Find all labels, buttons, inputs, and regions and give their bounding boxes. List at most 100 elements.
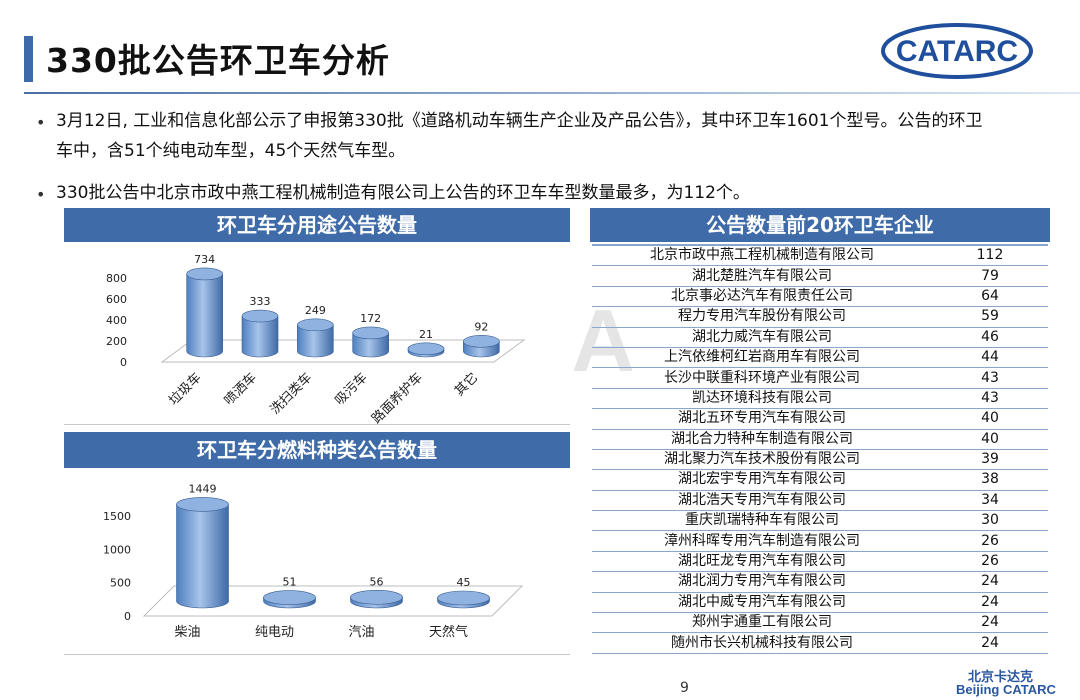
count-cell: 46 (932, 327, 1048, 348)
count-cell: 39 (932, 449, 1048, 471)
table-row: 湖北浩天专用汽车有限公司 34 (592, 490, 1048, 512)
category-label: 吸污车 (332, 370, 371, 409)
company-name-cell: 重庆凯瑞特种车有限公司 (592, 510, 932, 532)
bar-top (352, 326, 389, 340)
category-label: 垃圾车 (166, 370, 205, 409)
company-name-cell: 长沙中联重科环境产业有限公司 (592, 367, 932, 389)
page-number: 9 (680, 680, 689, 696)
bar (463, 335, 500, 358)
bar (176, 497, 229, 609)
company-name-cell: 湖北五环专用汽车有限公司 (592, 408, 932, 430)
category-label: 天然气 (429, 624, 468, 640)
count-cell: 26 (932, 530, 1048, 552)
footer-brand-cn: 北京卡达克 (968, 670, 1034, 685)
y-tick-label: 0 (124, 610, 131, 623)
data-label: 734 (194, 253, 215, 266)
catarc-logo: CATARC (881, 23, 1033, 79)
company-name-cell: 郑州宇通重工有限公司 (592, 612, 932, 634)
fuel-chart-title: 环卫车分燃料种类公告数量 (64, 432, 570, 468)
category-label: 柴油 (174, 625, 200, 640)
y-tick-label: 400 (106, 314, 127, 327)
category-label: 汽油 (348, 625, 374, 640)
count-cell: 24 (932, 632, 1048, 654)
table-row: 湖北力威汽车有限公司 46 (592, 327, 1048, 348)
count-cell: 112 (932, 246, 1048, 267)
company-name-cell: 湖北旺龙专用汽车有限公司 (592, 551, 932, 573)
count-cell: 44 (932, 347, 1048, 369)
category-label: 纯电动 (255, 625, 294, 640)
bar-top (463, 335, 500, 348)
company-name-cell: 北京事必达汽车有限责任公司 (592, 286, 932, 308)
y-tick-label: 1000 (103, 543, 131, 556)
table-row: 湖北合力特种车制造有限公司 40 (592, 429, 1048, 450)
bar-top (407, 342, 445, 356)
y-tick-label: 500 (110, 577, 131, 590)
chart-floor (142, 585, 524, 617)
bar-top (241, 309, 279, 323)
logo-text: CATARC (896, 35, 1018, 68)
data-label: 92 (474, 320, 488, 333)
title-accent-bar (24, 36, 33, 82)
bullet-icon: • (36, 113, 46, 132)
count-cell: 43 (932, 367, 1048, 389)
bullet-1: 3月12日, 工业和信息化部公示了申报第330批《道路机动车辆生产企业及产品公告… (56, 106, 1066, 166)
bar-top (263, 590, 316, 605)
top20-table: 北京市政中燕工程机械制造有限公司 112 湖北楚胜汽车有限公司 79 北京事必达汽车有限… (592, 246, 1048, 654)
bar (263, 590, 316, 609)
bar (437, 590, 490, 609)
count-cell: 38 (932, 469, 1048, 491)
bullet-2: 330批公告中北京市政中燕工程机械制造有限公司上公告的环卫车车型数量最多，为11… (56, 178, 1066, 208)
count-cell: 34 (932, 490, 1048, 512)
table-row: 随州市长兴机械科技有限公司 24 (592, 632, 1048, 654)
bar (186, 267, 223, 358)
category-label: 洗扫类车 (267, 370, 315, 418)
bar-body (297, 324, 334, 358)
company-name-cell: 凯达环境科技有限公司 (592, 388, 932, 410)
top20-table-title: 公告数量前20环卫车企业 (590, 208, 1050, 242)
company-name-cell: 北京市政中燕工程机械制造有限公司 (592, 246, 932, 267)
table-row: 湖北楚胜汽车有限公司 79 (592, 265, 1048, 287)
company-name-cell: 湖北润力专用汽车有限公司 (592, 571, 932, 593)
company-name-cell: 湖北力威汽车有限公司 (592, 327, 932, 348)
y-tick-label: 600 (106, 293, 127, 306)
table-row: 郑州宇通重工有限公司 24 (592, 612, 1048, 634)
company-name-cell: 漳州科晖专用汽车制造有限公司 (592, 530, 932, 552)
table-top-rule (592, 244, 1048, 246)
count-cell: 30 (932, 510, 1048, 532)
company-name-cell: 湖北宏宇专用汽车有限公司 (592, 469, 932, 491)
usage-chart: 0 200 400 600 800 734 垃圾车 333 喷洒车 249 洗扫类车 172 吸污车 21… (106, 253, 526, 427)
data-label: 1449 (189, 482, 217, 495)
data-label: 249 (305, 304, 326, 317)
count-cell: 40 (932, 408, 1048, 430)
table-row: 湖北宏宇专用汽车有限公司 38 (592, 469, 1048, 491)
table-row: 北京市政中燕工程机械制造有限公司 112 (592, 246, 1048, 267)
count-cell: 40 (932, 429, 1048, 450)
y-tick-label: 800 (106, 272, 127, 285)
table-row: 上汽依维柯红岩商用车有限公司 44 (592, 347, 1048, 369)
table-row: 重庆凯瑞特种车有限公司 30 (592, 510, 1048, 532)
data-label: 21 (419, 328, 433, 341)
bar (350, 589, 403, 609)
table-row: 北京事必达汽车有限责任公司 64 (592, 286, 1048, 308)
category-label: 其它 (451, 370, 481, 400)
bar-body (352, 332, 389, 358)
y-tick-label: 1500 (103, 510, 131, 523)
table-row: 湖北旺龙专用汽车有限公司 26 (592, 551, 1048, 573)
category-label: 路面养护车 (369, 370, 426, 427)
fuel-chart: 0 500 1000 1500 1449 柴油 51 纯电动 56 汽油 45 天然气 (103, 482, 524, 640)
count-cell: 26 (932, 551, 1048, 573)
fuel-chart-panel (64, 468, 570, 655)
table-row: 湖北润力专用汽车有限公司 24 (592, 571, 1048, 593)
bar (352, 326, 389, 358)
category-label: 喷洒车 (221, 370, 260, 409)
bar (407, 342, 445, 358)
bar-top (437, 590, 490, 606)
bar-body (241, 315, 279, 358)
bar-top (176, 497, 229, 512)
bar (241, 309, 279, 358)
count-cell: 64 (932, 286, 1048, 308)
data-label: 45 (457, 576, 471, 589)
bar (297, 318, 334, 358)
count-cell: 79 (932, 265, 1048, 287)
table-row: 长沙中联重科环境产业有限公司 43 (592, 367, 1048, 389)
